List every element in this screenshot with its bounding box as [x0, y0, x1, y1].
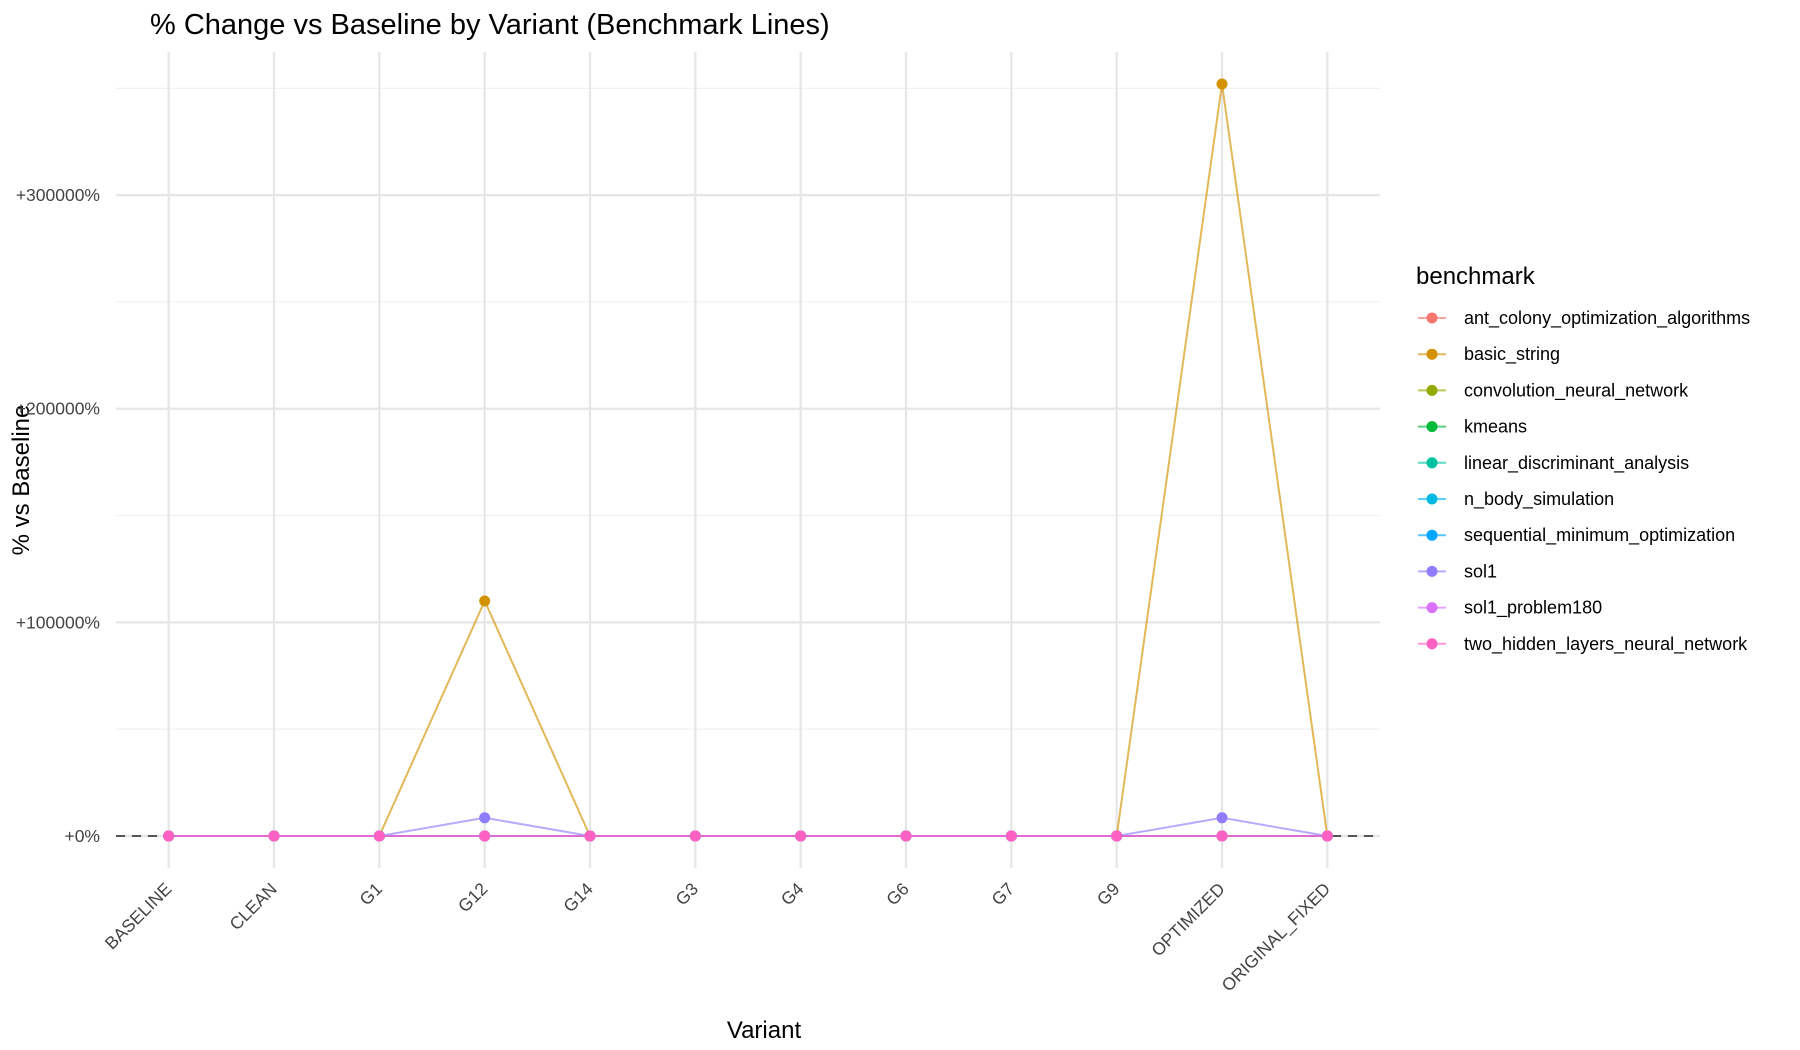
y-tick-label: +100000% [16, 612, 100, 632]
x-tick-label: G4 [777, 879, 808, 910]
data-point-two_hidden_layers_neural_network [163, 830, 175, 842]
x-tick-label: G12 [454, 879, 492, 917]
data-point-two_hidden_layers_neural_network [373, 830, 385, 842]
data-point-two_hidden_layers_neural_network [268, 830, 280, 842]
data-point-sol1 [479, 812, 491, 824]
legend-item-label: basic_string [1464, 344, 1560, 365]
series-points [163, 78, 1333, 842]
data-point-two_hidden_layers_neural_network [1005, 830, 1017, 842]
x-tick-label: G1 [356, 879, 387, 910]
x-tick-label: G7 [988, 879, 1019, 910]
y-tick-label: +200000% [16, 399, 100, 419]
x-tick-label: ORIGINAL_FIXED [1218, 879, 1335, 996]
data-point-two_hidden_layers_neural_network [689, 830, 701, 842]
legend-item-label: ant_colony_optimization_algorithms [1464, 308, 1750, 329]
legend-key-point [1426, 493, 1438, 505]
x-tick-label: CLEAN [225, 879, 280, 934]
data-point-two_hidden_layers_neural_network [1321, 830, 1333, 842]
legend-item-label: kmeans [1464, 417, 1527, 437]
x-tick-label: G6 [882, 879, 913, 910]
legend-key-point [1426, 602, 1438, 614]
data-point-sol1 [1216, 812, 1228, 824]
x-axis-title: Variant [727, 1017, 802, 1044]
gridlines [116, 52, 1380, 868]
data-point-two_hidden_layers_neural_network [900, 830, 912, 842]
data-point-basic_string [1216, 78, 1228, 90]
legend-item-label: convolution_neural_network [1464, 380, 1689, 401]
x-tick-label: BASELINE [101, 879, 176, 954]
data-point-two_hidden_layers_neural_network [584, 830, 596, 842]
data-point-two_hidden_layers_neural_network [1216, 830, 1228, 842]
x-tick-label: G3 [672, 879, 703, 910]
legend-title: benchmark [1416, 263, 1536, 290]
series-line-basic_string [168, 83, 1329, 837]
legend-key-point [1426, 529, 1438, 541]
legend-item-label: sol1 [1464, 561, 1497, 581]
x-tick-label: G9 [1093, 879, 1124, 910]
legend-item-label: sequential_minimum_optimization [1464, 525, 1735, 546]
y-axis-title: % vs Baseline [8, 405, 35, 556]
legend-key-point [1426, 384, 1438, 396]
legend-key-point [1426, 565, 1438, 577]
legend-key-point [1426, 312, 1438, 324]
legend-key-point [1426, 638, 1438, 650]
legend-item-label: two_hidden_layers_neural_network [1464, 634, 1748, 655]
y-tick-label: +300000% [16, 185, 100, 205]
legend: benchmark ant_colony_optimization_algori… [1416, 263, 1750, 655]
legend-item-label: n_body_simulation [1464, 489, 1614, 510]
legend-key-point [1426, 348, 1438, 360]
legend-key-point [1426, 421, 1438, 433]
data-point-two_hidden_layers_neural_network [479, 830, 491, 842]
x-axis-ticks: BASELINE CLEAN G1 G12 G14 G3 G4 G6 G7 G9 OPTIMIZED… [101, 878, 1335, 996]
chart-title: % Change vs Baseline by Variant (Benchma… [150, 9, 830, 41]
legend-item-label: sol1_problem180 [1464, 598, 1602, 619]
x-tick-label: G14 [559, 878, 597, 916]
data-point-basic_string [479, 595, 491, 607]
series-lines [168, 83, 1329, 837]
legend-key-point [1426, 457, 1438, 469]
legend-item-label: linear_discriminant_analysis [1464, 453, 1689, 474]
y-axis-ticks: +0% +100000% +200000% +300000% [16, 185, 100, 846]
data-point-two_hidden_layers_neural_network [1111, 830, 1123, 842]
y-tick-label: +0% [64, 826, 100, 846]
x-tick-label: OPTIMIZED [1147, 879, 1229, 961]
series-line-sol1 [168, 816, 1328, 837]
data-point-two_hidden_layers_neural_network [795, 830, 807, 842]
